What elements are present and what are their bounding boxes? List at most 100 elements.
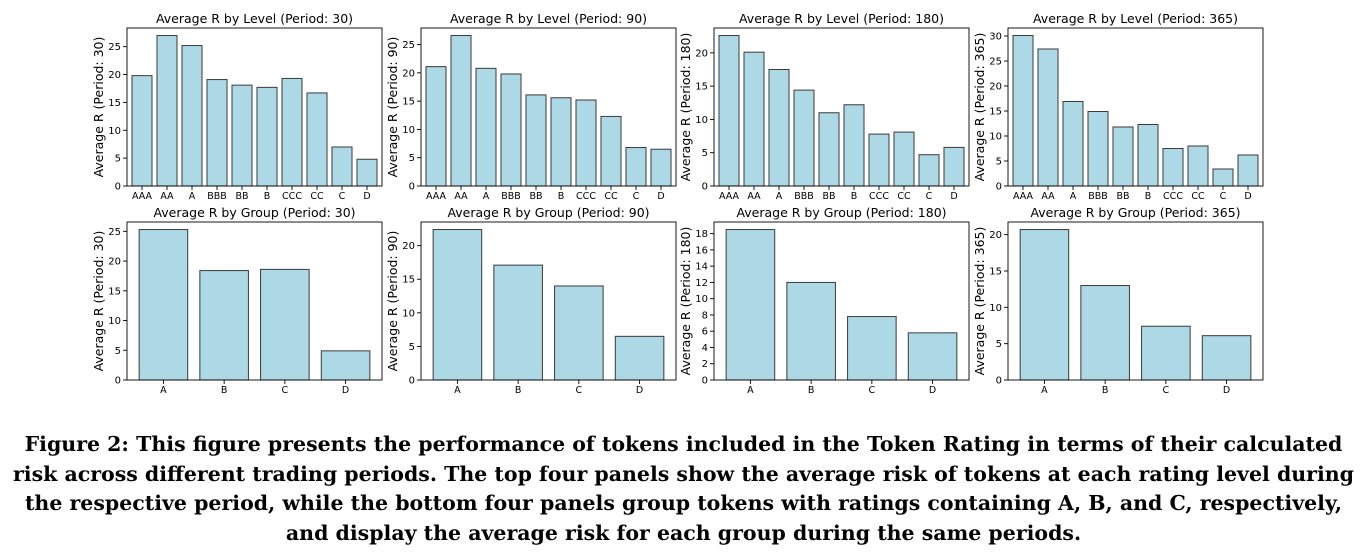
bar-A xyxy=(768,68,790,187)
plot-frame xyxy=(1007,27,1264,187)
x-tick-label: D xyxy=(636,385,643,396)
y-axis-label: Average R (Period: 90) xyxy=(385,37,400,178)
plot-frame xyxy=(126,221,383,381)
chart-panel-7: 0 2 4 6 8 10 12 14 16 18 A B C D Average R by Group (P… xyxy=(678,205,970,396)
y-tick-label: 10 xyxy=(402,125,415,136)
y-tick-label: 5 xyxy=(409,342,415,353)
y-tick-label: 0 xyxy=(996,182,1002,193)
x-tick-label: CC xyxy=(897,191,911,202)
x-tick-label: C xyxy=(576,385,583,396)
y-tick-label: 20 xyxy=(989,230,1002,241)
x-tick-label: AA xyxy=(1041,191,1055,202)
bar-C xyxy=(1141,325,1191,381)
y-tick-label: 5 xyxy=(115,154,121,165)
y-tick-label: 10 xyxy=(695,294,708,305)
x-tick-label: B xyxy=(515,385,522,396)
y-tick-label: 0 xyxy=(409,376,415,387)
y-axis-label: Average R (Period: 180) xyxy=(678,227,693,376)
x-tick-label: B xyxy=(808,385,815,396)
chart-title: Average R by Level (Period: 30) xyxy=(156,11,353,26)
y-tick-label: 15 xyxy=(108,98,121,109)
y-tick-label: 15 xyxy=(108,286,121,297)
x-tick-label: CCC xyxy=(1163,191,1183,202)
bar-CC xyxy=(893,131,915,187)
x-tick-label: C xyxy=(1220,191,1227,202)
x-tick-label: D xyxy=(342,385,349,396)
y-tick-label: 10 xyxy=(108,316,121,327)
bar-A xyxy=(1019,229,1070,381)
chart-title: Average R by Level (Period: 365) xyxy=(1033,11,1238,26)
chart-title: Average R by Level (Period: 90) xyxy=(450,11,647,26)
bar-D xyxy=(1237,154,1259,187)
plot-frame xyxy=(420,221,677,381)
bar-BBB xyxy=(206,79,228,187)
bar-CCC xyxy=(575,99,597,187)
y-tick-label: 16 xyxy=(695,245,708,256)
x-tick-label: BBB xyxy=(1088,191,1108,202)
plot-frame xyxy=(713,27,970,187)
bar-BB xyxy=(1112,126,1134,187)
x-tick-label: A xyxy=(160,385,167,396)
x-tick-label: A xyxy=(1070,191,1077,202)
y-tick-label: 15 xyxy=(989,107,1002,118)
bar-C xyxy=(847,316,897,381)
plot-frame xyxy=(1007,221,1264,381)
x-tick-label: A xyxy=(776,191,783,202)
y-tick-label: 5 xyxy=(702,148,708,159)
x-tick-label: AA xyxy=(160,191,174,202)
bar-AA xyxy=(156,35,178,187)
y-tick-label: 0 xyxy=(702,182,708,193)
y-tick-label: 8 xyxy=(702,310,708,321)
y-axis-label: Average R (Period: 30) xyxy=(91,231,106,372)
x-tick-label: BBB xyxy=(207,191,227,202)
plot-frame xyxy=(126,27,383,187)
x-tick-label: B xyxy=(1102,385,1109,396)
x-tick-label: B xyxy=(1145,191,1152,202)
chart-title: Average R by Group (Period: 180) xyxy=(736,205,946,220)
bar-AA xyxy=(1037,48,1059,187)
chart-title: Average R by Level (Period: 180) xyxy=(739,11,944,26)
bar-C xyxy=(1212,168,1234,187)
x-tick-label: A xyxy=(747,385,754,396)
x-tick-label: AAA xyxy=(132,191,153,202)
y-axis-label: Average R (Period: 30) xyxy=(91,37,106,178)
x-tick-label: B xyxy=(221,385,228,396)
bar-AAA xyxy=(718,35,740,187)
bar-BBB xyxy=(1087,111,1109,187)
y-tick-label: 10 xyxy=(989,303,1002,314)
y-tick-label: 15 xyxy=(402,275,415,286)
x-tick-label: CCC xyxy=(282,191,302,202)
bar-B xyxy=(493,264,543,381)
x-tick-label: CC xyxy=(604,191,618,202)
bar-A xyxy=(475,67,497,187)
y-tick-label: 10 xyxy=(108,126,121,137)
y-tick-label: 0 xyxy=(702,376,708,387)
bar-BB xyxy=(231,84,253,187)
y-tick-label: 20 xyxy=(402,68,415,79)
x-tick-label: CCC xyxy=(576,191,596,202)
x-tick-label: C xyxy=(869,385,876,396)
x-tick-label: BB xyxy=(235,191,248,202)
bar-BBB xyxy=(500,73,522,187)
y-tick-label: 4 xyxy=(702,343,708,354)
y-tick-label: 15 xyxy=(695,82,708,93)
chart-title: Average R by Group (Period: 90) xyxy=(447,205,649,220)
chart-title: Average R by Group (Period: 365) xyxy=(1030,205,1240,220)
bar-D xyxy=(907,332,958,381)
bar-D xyxy=(1201,335,1252,381)
bar-B xyxy=(786,281,836,381)
plot-frame xyxy=(713,221,970,381)
bar-A xyxy=(725,229,776,381)
y-tick-label: 0 xyxy=(409,182,415,193)
y-tick-label: 25 xyxy=(989,57,1002,68)
bar-B xyxy=(199,270,249,381)
chart-panel-6: 0 5 10 15 20 A B C D Average R by Group (Period: … xyxy=(385,205,677,396)
bar-B xyxy=(843,104,865,187)
bar-A xyxy=(138,229,189,381)
y-tick-label: 6 xyxy=(702,327,708,338)
x-tick-label: AAA xyxy=(719,191,740,202)
x-tick-label: D xyxy=(1223,385,1230,396)
y-tick-label: 20 xyxy=(695,48,708,59)
